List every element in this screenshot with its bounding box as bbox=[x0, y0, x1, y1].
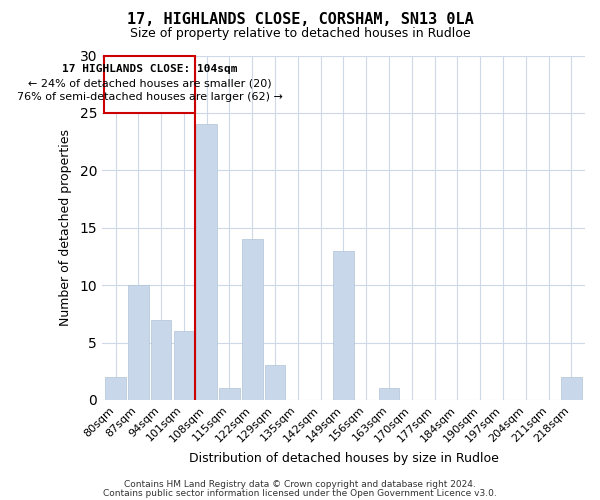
Bar bbox=[265, 366, 286, 400]
Bar bbox=[151, 320, 172, 400]
Text: 17, HIGHLANDS CLOSE, CORSHAM, SN13 0LA: 17, HIGHLANDS CLOSE, CORSHAM, SN13 0LA bbox=[127, 12, 473, 28]
Bar bbox=[219, 388, 240, 400]
Bar bbox=[379, 388, 399, 400]
Bar bbox=[333, 250, 353, 400]
Text: 76% of semi-detached houses are larger (62) →: 76% of semi-detached houses are larger (… bbox=[17, 92, 283, 102]
Bar bbox=[173, 331, 194, 400]
Text: Contains public sector information licensed under the Open Government Licence v3: Contains public sector information licen… bbox=[103, 488, 497, 498]
FancyBboxPatch shape bbox=[104, 56, 196, 113]
Y-axis label: Number of detached properties: Number of detached properties bbox=[59, 129, 73, 326]
Text: Contains HM Land Registry data © Crown copyright and database right 2024.: Contains HM Land Registry data © Crown c… bbox=[124, 480, 476, 489]
Bar bbox=[196, 124, 217, 400]
Text: ← 24% of detached houses are smaller (20): ← 24% of detached houses are smaller (20… bbox=[28, 78, 272, 88]
Text: 17 HIGHLANDS CLOSE: 104sqm: 17 HIGHLANDS CLOSE: 104sqm bbox=[62, 64, 238, 74]
Bar bbox=[561, 377, 581, 400]
X-axis label: Distribution of detached houses by size in Rudloe: Distribution of detached houses by size … bbox=[188, 452, 499, 465]
Bar bbox=[105, 377, 126, 400]
Bar bbox=[128, 285, 149, 400]
Bar bbox=[242, 239, 263, 400]
Text: Size of property relative to detached houses in Rudloe: Size of property relative to detached ho… bbox=[130, 28, 470, 40]
